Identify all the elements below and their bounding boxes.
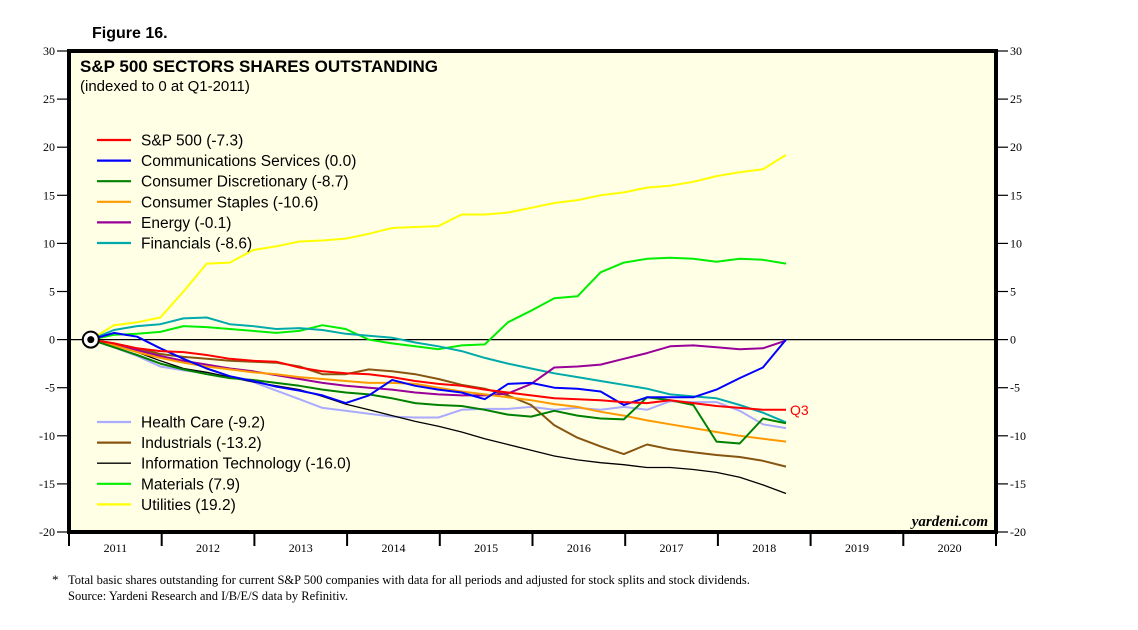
x-tick-label: 2013 bbox=[289, 541, 313, 555]
legend-item: Materials (7.9) bbox=[97, 476, 240, 493]
y-tick-label-right: -10 bbox=[1010, 429, 1026, 443]
y-tick-label-left: 10 bbox=[43, 236, 55, 250]
y-tick-label-left: -10 bbox=[39, 429, 55, 443]
legend-label: Industrials (-13.2) bbox=[141, 435, 262, 452]
legend-label: Health Care (-9.2) bbox=[141, 415, 265, 432]
series-line-information-technology bbox=[90, 338, 787, 495]
legend-bottom: Health Care (-9.2) Industrials (-13.2) Inf… bbox=[97, 415, 351, 514]
series-line-s-p-500 bbox=[90, 338, 786, 411]
y-tick-label-left: -15 bbox=[39, 477, 55, 491]
x-tick-label: 2017 bbox=[660, 541, 684, 555]
y-tick-label-left: 30 bbox=[43, 44, 55, 58]
legend-label: Energy (-0.1) bbox=[141, 215, 231, 232]
legend-label: Utilities (19.2) bbox=[141, 497, 236, 514]
series-line-energy bbox=[90, 338, 787, 397]
y-tick-label-right: 10 bbox=[1010, 236, 1022, 250]
legend-item: S&P 500 (-7.3) bbox=[97, 133, 243, 150]
legend-item: Health Care (-9.2) bbox=[97, 415, 265, 432]
legend-label: S&P 500 (-7.3) bbox=[141, 133, 243, 150]
y-tick-label-right: 25 bbox=[1010, 92, 1022, 106]
legend-top: S&P 500 (-7.3) Communications Services (0… bbox=[97, 133, 356, 253]
legend-item: Communications Services (0.0) bbox=[97, 153, 356, 170]
series-lines bbox=[90, 154, 787, 495]
x-tick-label: 2015 bbox=[474, 541, 498, 555]
x-tick-label: 2014 bbox=[381, 541, 405, 555]
legend-item: Energy (-0.1) bbox=[97, 215, 231, 232]
chart-subtitle: (indexed to 0 at Q1-2011) bbox=[80, 78, 250, 95]
legend-label: Communications Services (0.0) bbox=[141, 153, 356, 170]
y-tick-label-right: 0 bbox=[1010, 333, 1016, 347]
y-tick-label-left: 20 bbox=[43, 140, 55, 154]
origin-marker bbox=[81, 330, 100, 349]
legend-label: Consumer Staples (-10.6) bbox=[141, 194, 318, 211]
legend-item: Industrials (-13.2) bbox=[97, 435, 262, 452]
legend-item: Financials (-8.6) bbox=[97, 236, 252, 253]
series-line-utilities bbox=[90, 154, 787, 341]
x-tick-label: 2016 bbox=[567, 541, 591, 555]
series-line-communications-services bbox=[90, 331, 787, 406]
y-tick-label-right: -20 bbox=[1010, 525, 1026, 539]
footnote-line-2: Source: Yardeni Research and I/B/E/S dat… bbox=[68, 589, 348, 603]
y-tick-label-left: 0 bbox=[49, 333, 55, 347]
legend-label: Financials (-8.6) bbox=[141, 236, 252, 253]
y-tick-label-right: 20 bbox=[1010, 140, 1022, 154]
legend-item: Information Technology (-16.0) bbox=[97, 456, 351, 473]
legend-item: Consumer Staples (-10.6) bbox=[97, 194, 318, 211]
y-tick-label-left: 15 bbox=[43, 188, 55, 202]
x-axis: 2011 2012 2013 2014 2015 2016 2017 2018 2019 2020 bbox=[68, 532, 997, 555]
y-tick-label-right: 5 bbox=[1010, 285, 1016, 299]
chart-title: S&P 500 SECTORS SHARES OUTSTANDING bbox=[80, 57, 438, 76]
series-line-materials bbox=[90, 256, 787, 351]
watermark: yardeni.com bbox=[910, 514, 988, 530]
legend-item: Utilities (19.2) bbox=[97, 497, 236, 514]
y-tick-label-left: -5 bbox=[45, 381, 55, 395]
footnote-marker: * bbox=[52, 572, 59, 587]
x-tick-label: 2020 bbox=[938, 541, 962, 555]
x-tick-label: 2018 bbox=[752, 541, 776, 555]
y-tick-label-left: -20 bbox=[39, 525, 55, 539]
x-tick-label: 2011 bbox=[104, 541, 128, 555]
series-line-industrials bbox=[90, 338, 787, 468]
series-line-financials bbox=[90, 316, 787, 424]
y-tick-label-left: 5 bbox=[49, 285, 55, 299]
legend-label: Information Technology (-16.0) bbox=[141, 456, 351, 473]
y-tick-label-right: -5 bbox=[1010, 381, 1020, 395]
y-tick-label-right: 30 bbox=[1010, 44, 1022, 58]
end-label-q3: Q3 bbox=[790, 402, 809, 418]
footnote-line-1: Total basic shares outstanding for curre… bbox=[68, 573, 750, 587]
x-tick-label: 2012 bbox=[196, 541, 220, 555]
plot-area bbox=[67, 49, 998, 534]
legend-label: Consumer Discretionary (-8.7) bbox=[141, 174, 349, 191]
legend-label: Materials (7.9) bbox=[141, 476, 240, 493]
figure-label: Figure 16. bbox=[92, 25, 168, 42]
y-axis-left: -20 -15 -10 -5 0 5 10 15 20 25 30 bbox=[39, 44, 69, 539]
legend-item: Consumer Discretionary (-8.7) bbox=[97, 174, 349, 191]
series-line-consumer-staples bbox=[90, 338, 787, 443]
origin-marker-dot bbox=[87, 336, 95, 344]
y-tick-label-left: 25 bbox=[43, 92, 55, 106]
y-tick-label-right: -15 bbox=[1010, 477, 1026, 491]
y-tick-label-right: 15 bbox=[1010, 188, 1022, 202]
y-axis-right: -20 -15 -10 -5 0 5 10 15 20 25 30 bbox=[996, 44, 1026, 539]
x-tick-label: 2019 bbox=[845, 541, 869, 555]
